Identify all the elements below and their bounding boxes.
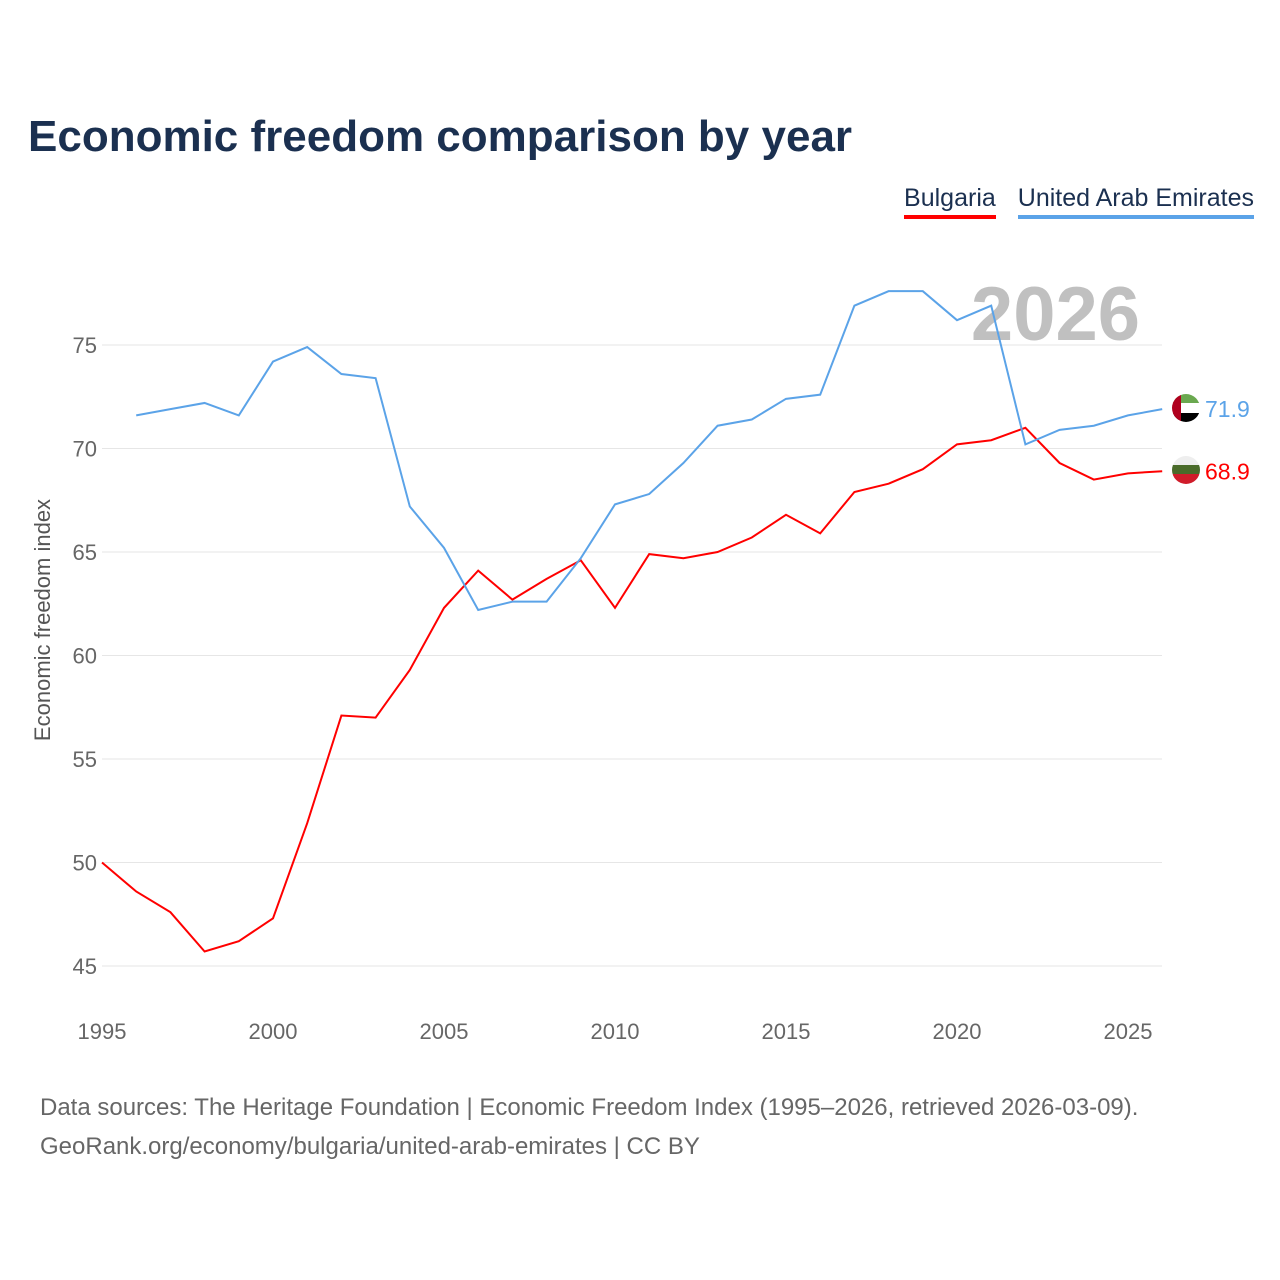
x-tick-label: 2005	[420, 1019, 469, 1044]
y-tick-label: 60	[73, 644, 97, 669]
x-tick-label: 2020	[933, 1019, 982, 1044]
x-tick-label: 1995	[78, 1019, 127, 1044]
y-tick-label: 70	[73, 437, 97, 462]
x-tick-label: 2015	[762, 1019, 811, 1044]
y-tick-label: 50	[73, 851, 97, 876]
y-tick-label: 55	[73, 747, 97, 772]
chart-title: Economic freedom comparison by year	[28, 112, 853, 161]
y-tick-label: 75	[73, 333, 97, 358]
y-tick-label: 65	[73, 540, 97, 565]
series-line-uae	[136, 290, 1163, 612]
legend: Bulgaria United Arab Emirates	[904, 184, 1254, 219]
source-line-1: Data sources: The Heritage Foundation | …	[40, 1094, 1139, 1121]
legend-uae[interactable]: United Arab Emirates	[1017, 184, 1254, 219]
end-value-label: 68.9	[1205, 458, 1250, 484]
series-line-bulgaria	[101, 426, 1163, 953]
source-note: Data sources: The Heritage Foundation | …	[40, 1088, 1138, 1166]
y-axis-label: Economic freedom index	[30, 499, 55, 741]
year-annotation: 2026	[971, 272, 1140, 357]
bulgaria-flag-icon	[1172, 456, 1200, 484]
source-line-2[interactable]: GeoRank.org/economy/bulgaria/united-arab…	[40, 1133, 700, 1160]
x-tick-label: 2000	[249, 1019, 298, 1044]
legend-bulgaria[interactable]: Bulgaria	[904, 184, 996, 219]
x-tick-label: 2025	[1104, 1019, 1153, 1044]
uae-flag-icon	[1172, 394, 1200, 422]
x-tick-label: 2010	[591, 1019, 640, 1044]
end-value-label: 71.9	[1205, 396, 1250, 422]
y-tick-label: 45	[73, 954, 97, 979]
